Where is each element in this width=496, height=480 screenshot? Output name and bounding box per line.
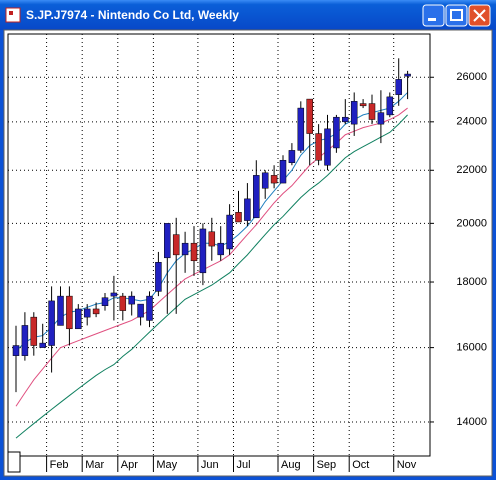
candle-body <box>101 297 109 306</box>
y-tick-label: 24000 <box>456 116 487 128</box>
y-tick-label: 18000 <box>456 276 487 288</box>
candle-body <box>164 223 171 259</box>
candle-body <box>244 198 251 221</box>
candle-body <box>128 295 135 305</box>
y-tick-label: 26000 <box>456 71 487 83</box>
x-tick-label: Nov <box>397 459 417 471</box>
candle-body <box>359 103 367 107</box>
candle-body <box>297 107 305 151</box>
candle-body <box>226 214 233 250</box>
candle-body <box>83 308 91 318</box>
x-tick-label: Mar <box>85 459 104 471</box>
x-tick-label: Oct <box>352 459 369 471</box>
candle-body <box>92 308 100 315</box>
y-tick-label: 16000 <box>456 342 487 354</box>
candle-body <box>190 242 198 262</box>
candle-body <box>386 96 394 116</box>
candle-body <box>119 295 127 311</box>
candle-body <box>146 295 153 321</box>
candle-body <box>404 73 411 77</box>
moving-average-line <box>15 114 408 439</box>
minimize-button[interactable] <box>422 4 445 27</box>
title-bar <box>0 0 496 30</box>
candle-body <box>39 342 46 348</box>
candle-body <box>342 116 349 123</box>
close-button[interactable] <box>468 4 491 27</box>
candle-body <box>253 175 260 219</box>
candle-body <box>199 228 207 274</box>
candle-body <box>377 112 385 125</box>
x-tick-label: Feb <box>50 459 69 471</box>
moving-average-line <box>15 107 408 407</box>
x-tick-label: Aug <box>281 459 301 471</box>
scroll-box[interactable] <box>7 451 21 473</box>
x-tick-label: Jun <box>201 459 219 471</box>
candle-body <box>217 242 224 256</box>
candle-body <box>306 98 313 134</box>
x-tick-label: Sep <box>317 459 337 471</box>
candle-body <box>181 242 189 256</box>
candle-body <box>75 308 82 330</box>
candle-body <box>137 303 144 318</box>
x-tick-label: Jul <box>237 459 251 471</box>
candle-body <box>261 172 269 189</box>
candle-body <box>315 133 322 161</box>
candle-body <box>208 231 216 247</box>
candle-body <box>324 128 331 166</box>
x-tick-label: May <box>156 459 177 471</box>
candle-body <box>235 212 242 223</box>
maximize-button[interactable] <box>445 4 468 27</box>
candle-body <box>57 295 64 326</box>
candle-body <box>368 103 376 120</box>
candle-body <box>279 159 287 184</box>
app-icon-part <box>9 11 13 15</box>
candle-body <box>48 300 55 346</box>
candle-body <box>172 234 180 256</box>
x-tick-label: Apr <box>121 459 138 471</box>
candle-body <box>333 116 340 149</box>
candle-body <box>12 345 20 356</box>
y-tick-label: 14000 <box>456 416 487 428</box>
y-tick-label: 20000 <box>456 217 487 229</box>
candle-body <box>21 325 29 356</box>
candle-body <box>30 316 38 346</box>
candle-body <box>395 79 402 95</box>
candle-body <box>110 292 118 297</box>
candle-body <box>66 295 73 330</box>
window-title: S.JP.J7974 - Nintendo Co Ltd, Weekly <box>26 8 239 22</box>
candle-body <box>155 262 162 292</box>
y-tick-label: 22000 <box>456 164 487 176</box>
candle-body <box>270 175 278 184</box>
candle-body <box>350 101 358 125</box>
candle-body <box>288 150 296 163</box>
